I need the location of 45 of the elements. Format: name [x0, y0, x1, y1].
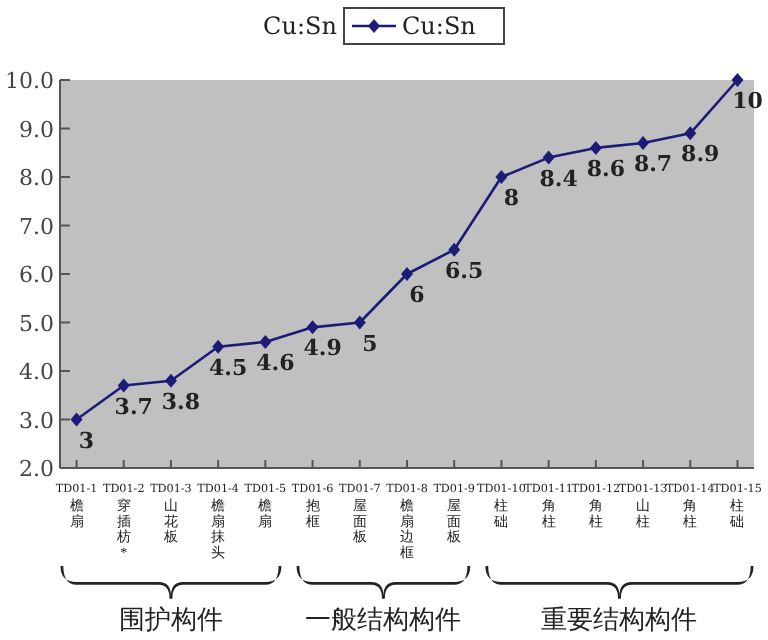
chart-title: Cu:Sn [263, 12, 338, 40]
y-tick-label: 2.0 [19, 456, 54, 482]
data-label: 4.6 [256, 349, 296, 376]
y-tick-label: 9.0 [19, 116, 54, 143]
legend: Cu:Sn [343, 7, 505, 45]
data-label: 8.4 [539, 165, 579, 192]
data-label: 6 [409, 282, 426, 308]
data-label: 3 [78, 427, 95, 454]
text: 一般结构构件 [305, 604, 462, 634]
text: 重要结构构件 [541, 604, 698, 634]
y-tick-label: 10.0 [5, 68, 54, 94]
point [306, 320, 319, 335]
data-label: 8.7 [633, 151, 673, 178]
point [117, 378, 130, 393]
point [684, 126, 697, 141]
data-label: 3.8 [161, 388, 201, 415]
point [164, 373, 177, 388]
point [401, 267, 413, 281]
point [731, 73, 744, 87]
data-label: 8.6 [586, 155, 626, 182]
point [495, 170, 508, 184]
y-tick-label: 5.0 [19, 310, 54, 337]
data-label: 10 [732, 88, 764, 114]
point [589, 140, 602, 155]
data-label: 6.5 [445, 257, 484, 284]
point [637, 136, 650, 151]
data-label: 5 [362, 330, 378, 357]
point [448, 242, 461, 257]
point [542, 150, 555, 165]
data-label: 3.7 [114, 393, 153, 420]
data-label: 8 [503, 185, 520, 211]
text: 围护构件 [118, 604, 223, 634]
y-tick-label: 8.0 [19, 165, 54, 191]
y-tick-label: 6.0 [19, 262, 54, 288]
y-tick-label: 4.0 [19, 359, 54, 385]
data-label: 4.5 [209, 354, 248, 381]
y-tick-label: 3.0 [19, 407, 54, 434]
legend-label: Cu:Sn [402, 12, 477, 40]
point [70, 412, 83, 427]
data-label: 4.9 [303, 335, 342, 362]
point [353, 315, 366, 330]
point [212, 339, 225, 354]
point [259, 334, 272, 349]
data-label: 8.9 [681, 141, 720, 168]
y-tick-label: 7.0 [19, 213, 54, 240]
